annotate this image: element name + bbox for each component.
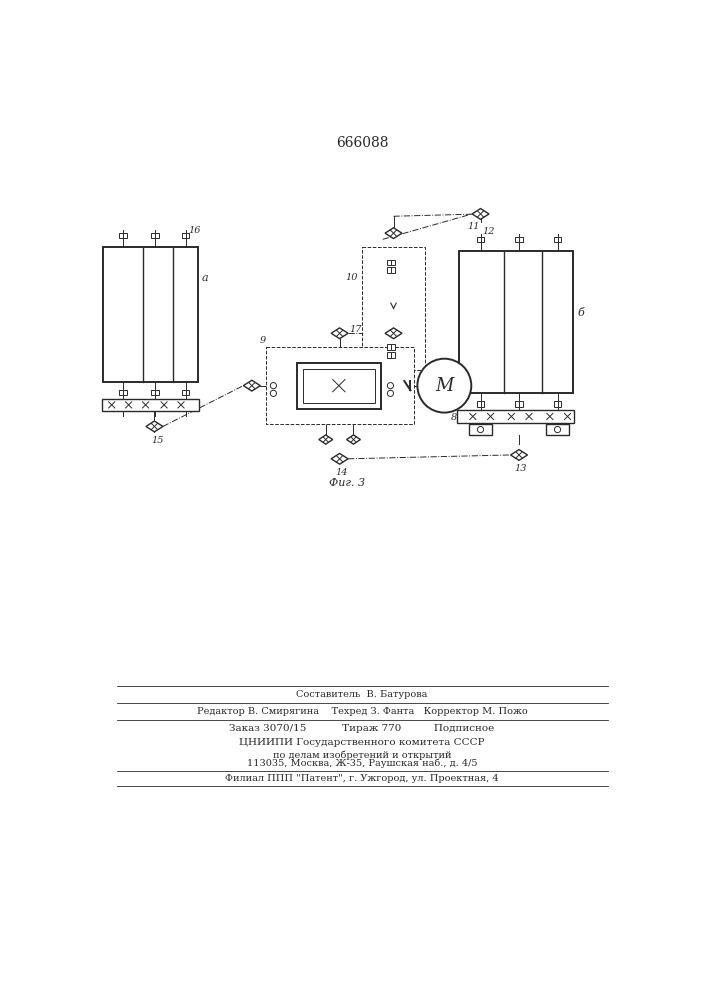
Polygon shape <box>472 209 489 219</box>
Polygon shape <box>510 450 527 460</box>
Bar <box>123 390 127 395</box>
Bar <box>391 267 395 273</box>
Text: 13: 13 <box>515 464 527 473</box>
Bar <box>186 233 189 238</box>
Bar <box>387 260 391 265</box>
Text: Заказ 3070/15           Тираж 770          Подписное: Заказ 3070/15 Тираж 770 Подписное <box>229 724 495 733</box>
Text: б: б <box>578 308 584 318</box>
Polygon shape <box>385 328 402 339</box>
Circle shape <box>387 390 394 396</box>
Bar <box>515 237 519 242</box>
Text: M: M <box>435 377 453 395</box>
Bar <box>519 237 523 242</box>
Bar <box>123 233 127 238</box>
Polygon shape <box>331 453 348 464</box>
Bar <box>182 233 186 238</box>
Bar <box>519 401 523 407</box>
Text: 9: 9 <box>259 336 266 345</box>
Text: Редактор В. Смирягина    Техред З. Фанта   Корректор М. Пожо: Редактор В. Смирягина Техред З. Фанта Ко… <box>197 707 527 716</box>
Circle shape <box>270 383 276 389</box>
Polygon shape <box>243 380 260 391</box>
Text: 666088: 666088 <box>336 136 388 150</box>
Bar <box>119 390 123 395</box>
Bar <box>477 237 481 242</box>
Text: 10: 10 <box>345 273 358 282</box>
Polygon shape <box>346 435 361 444</box>
Text: 14: 14 <box>335 468 348 477</box>
Bar <box>515 401 519 407</box>
Text: 15: 15 <box>151 436 164 445</box>
Bar <box>155 233 158 238</box>
Bar <box>362 247 425 370</box>
Bar <box>457 410 575 423</box>
Circle shape <box>270 390 276 396</box>
Circle shape <box>417 359 472 413</box>
Text: ЦНИИПИ Государственного комитета СССР: ЦНИИПИ Государственного комитета СССР <box>239 738 485 747</box>
Bar <box>391 344 395 350</box>
Text: Составитель  В. Батурова: Составитель В. Батурова <box>296 690 428 699</box>
Bar <box>554 237 558 242</box>
Text: Фиг. 3: Фиг. 3 <box>329 478 366 488</box>
Circle shape <box>387 383 394 389</box>
Polygon shape <box>319 435 333 444</box>
Bar <box>481 237 484 242</box>
Polygon shape <box>146 421 163 432</box>
Bar <box>303 369 375 403</box>
Bar <box>459 251 573 393</box>
Text: 16: 16 <box>188 226 200 235</box>
Bar <box>554 401 558 407</box>
Bar <box>155 390 158 395</box>
Bar <box>387 352 391 358</box>
Text: 11: 11 <box>467 222 480 231</box>
Text: 12: 12 <box>482 227 495 236</box>
Polygon shape <box>385 228 402 239</box>
Text: 113035, Москва, Ж-35, Раушская наб., д. 4/5: 113035, Москва, Ж-35, Раушская наб., д. … <box>247 758 477 768</box>
Bar <box>558 401 561 407</box>
Text: 8: 8 <box>450 413 457 422</box>
Bar <box>477 401 481 407</box>
Bar <box>387 267 391 273</box>
Bar <box>558 237 561 242</box>
Bar <box>186 390 189 395</box>
Bar <box>151 390 155 395</box>
Text: 17: 17 <box>349 325 361 334</box>
Polygon shape <box>331 328 348 339</box>
Bar <box>103 247 198 382</box>
Bar <box>391 352 395 358</box>
Bar <box>119 233 123 238</box>
Bar <box>151 233 155 238</box>
Bar <box>387 344 391 350</box>
Text: a: a <box>201 273 209 283</box>
Bar <box>391 260 395 265</box>
Bar <box>469 424 492 435</box>
Circle shape <box>554 426 561 433</box>
Bar <box>266 347 414 424</box>
Bar <box>546 424 569 435</box>
Bar <box>102 399 199 411</box>
Bar <box>182 390 186 395</box>
Text: по делам изобретений и открытий: по делам изобретений и открытий <box>273 750 451 760</box>
Circle shape <box>477 426 484 433</box>
Text: Филиал ППП "Патент", г. Ужгород, ул. Проектная, 4: Филиал ППП "Патент", г. Ужгород, ул. Про… <box>225 774 498 783</box>
Bar <box>481 401 484 407</box>
Bar <box>296 363 381 409</box>
